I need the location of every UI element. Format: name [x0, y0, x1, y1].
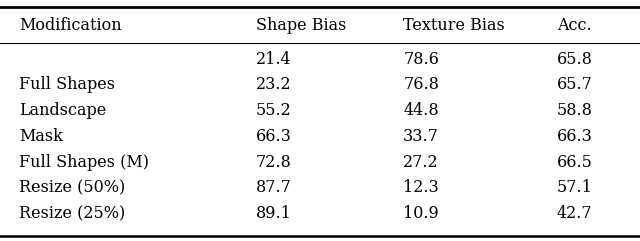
Text: 58.8: 58.8 — [557, 102, 593, 119]
Text: Full Shapes (M): Full Shapes (M) — [19, 154, 149, 171]
Text: 23.2: 23.2 — [256, 76, 292, 93]
Text: 12.3: 12.3 — [403, 180, 439, 196]
Text: 33.7: 33.7 — [403, 128, 439, 145]
Text: 76.8: 76.8 — [403, 76, 439, 93]
Text: 27.2: 27.2 — [403, 154, 439, 171]
Text: 55.2: 55.2 — [256, 102, 292, 119]
Text: Resize (50%): Resize (50%) — [19, 180, 125, 196]
Text: Texture Bias: Texture Bias — [403, 17, 505, 34]
Text: Modification: Modification — [19, 17, 122, 34]
Text: 78.6: 78.6 — [403, 51, 439, 67]
Text: Shape Bias: Shape Bias — [256, 17, 346, 34]
Text: 89.1: 89.1 — [256, 205, 292, 222]
Text: Full Shapes: Full Shapes — [19, 76, 115, 93]
Text: 72.8: 72.8 — [256, 154, 292, 171]
Text: 10.9: 10.9 — [403, 205, 439, 222]
Text: Mask: Mask — [19, 128, 63, 145]
Text: 66.5: 66.5 — [557, 154, 593, 171]
Text: 66.3: 66.3 — [557, 128, 593, 145]
Text: 66.3: 66.3 — [256, 128, 292, 145]
Text: 87.7: 87.7 — [256, 180, 292, 196]
Text: 65.8: 65.8 — [557, 51, 593, 67]
Text: 57.1: 57.1 — [557, 180, 593, 196]
Text: Landscape: Landscape — [19, 102, 106, 119]
Text: Resize (25%): Resize (25%) — [19, 205, 125, 222]
Text: 21.4: 21.4 — [256, 51, 292, 67]
Text: 44.8: 44.8 — [403, 102, 439, 119]
Text: Acc.: Acc. — [557, 17, 591, 34]
Text: 42.7: 42.7 — [557, 205, 593, 222]
Text: 65.7: 65.7 — [557, 76, 593, 93]
